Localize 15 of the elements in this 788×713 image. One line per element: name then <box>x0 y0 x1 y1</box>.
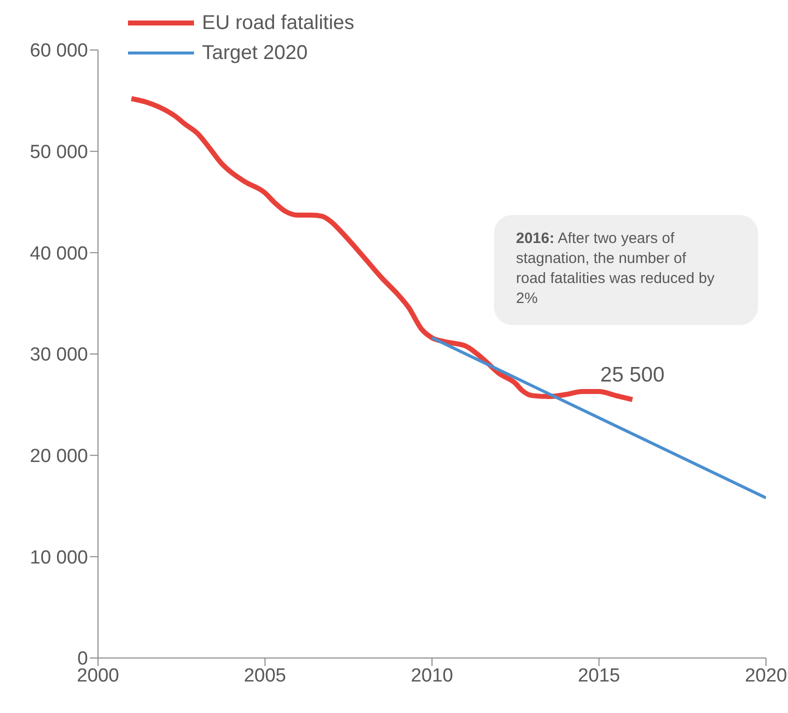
x-tick-label: 2000 <box>76 665 120 686</box>
x-tick-label: 2005 <box>244 665 286 686</box>
y-tick-label: 30 000 <box>30 344 88 366</box>
y-tick-label: 60 000 <box>30 40 88 62</box>
y-tick-label: 20 000 <box>30 446 88 468</box>
legend-label: Target 2020 <box>201 40 309 66</box>
x-tick-label: 2015 <box>578 665 620 686</box>
x-tick-label: 2010 <box>410 665 454 686</box>
x-tick-label: 2020 <box>744 665 788 686</box>
y-tick-label: 10 000 <box>30 547 88 568</box>
annotation: 25 500 <box>600 364 665 387</box>
y-tick-label: 40 000 <box>30 243 88 264</box>
note-box: 2016: After two years of stagnation, the number of road fatalities was reduced by 2% <box>494 215 758 325</box>
y-tick-label: 50 000 <box>30 142 88 164</box>
legend-label: EU road fatalities <box>201 10 354 36</box>
